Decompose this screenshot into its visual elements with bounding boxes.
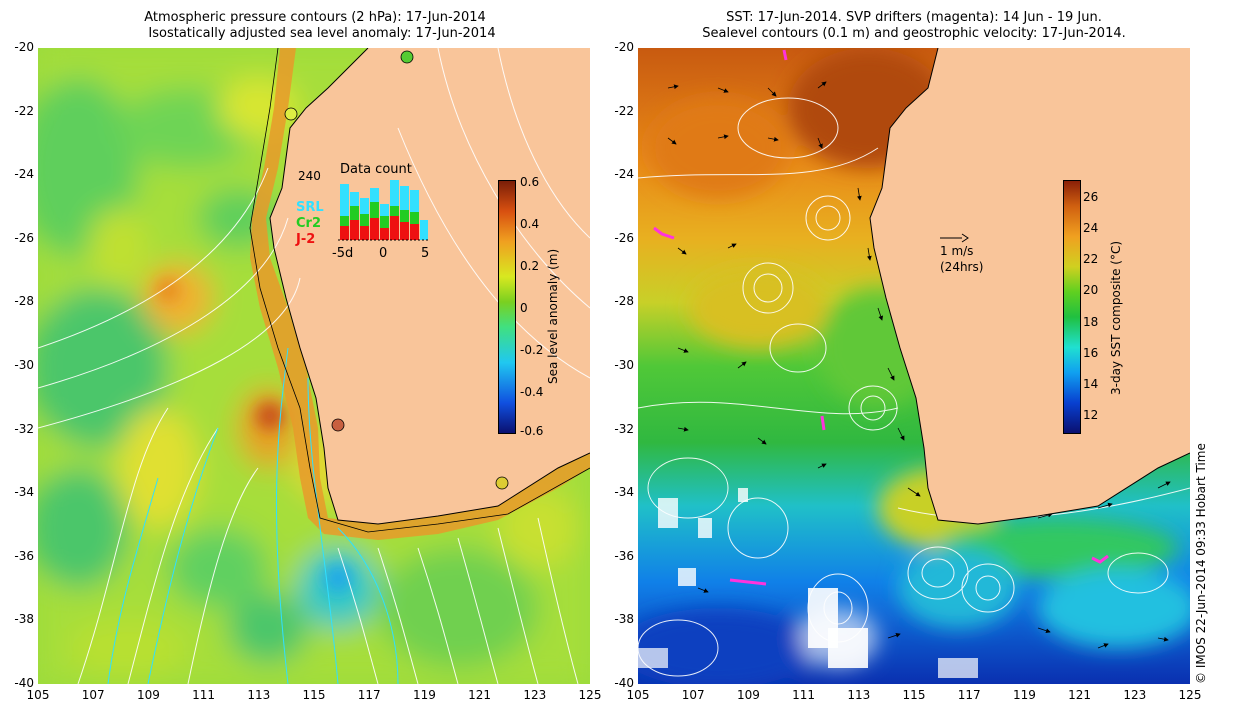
x-tick-label: 115 (902, 688, 926, 702)
pressure-contours (38, 48, 590, 684)
sla-colorbar (498, 180, 516, 434)
y-tick-label: -28 (614, 294, 634, 309)
y-tick-label: -38 (614, 612, 634, 627)
y-tick-label: -30 (614, 358, 634, 372)
velocity-scale-sublabel: (24hrs) (940, 260, 984, 274)
x-tick-label: 111 (792, 688, 816, 702)
sla-cbar-tick: 0.2 (520, 259, 540, 273)
y-tick-label: -32 (614, 421, 634, 436)
inset-xtick-1: 0 (379, 246, 388, 261)
y-tick-label: -22 (14, 103, 34, 118)
velocity-scale-label: 1 m/s (940, 244, 974, 258)
sst-cbar-tick: 18 (1083, 315, 1099, 329)
sst-cbar-tick: 22 (1083, 252, 1099, 266)
x-tick-label: 107 (681, 688, 705, 702)
sst-cbar-tick: 16 (1083, 346, 1099, 360)
inset-legend-srl: SRL (296, 200, 324, 215)
y-tick-label: -34 (614, 485, 634, 500)
x-tick-label: 111 (192, 688, 216, 702)
x-tick-label: 125 (1178, 688, 1202, 702)
x-tick-label: 109 (736, 688, 760, 702)
y-tick-label: -30 (14, 358, 34, 372)
x-tick-label: 119 (412, 688, 436, 702)
sla-cbar-tick: -0.4 (520, 385, 544, 399)
shelf-contour (249, 48, 590, 533)
sst-colorbar (1063, 180, 1081, 434)
svp-drifters (653, 49, 1109, 586)
y-tick-label: -22 (614, 103, 634, 118)
inset-xtick-2: 5 (421, 246, 430, 261)
y-tick-label: -36 (614, 548, 634, 563)
right-title-line2: Sealevel contours (0.1 m) and geostrophi… (702, 26, 1126, 41)
x-tick-label: 125 (578, 688, 602, 702)
y-tick-label: -38 (14, 612, 34, 627)
sst-cbar-label: 3-day SST composite (°C) (1109, 240, 1123, 395)
geostrophic-velocity-arrows (667, 81, 1171, 649)
station-marker[interactable] (284, 107, 298, 121)
coastline (869, 48, 1190, 525)
x-tick-label: 117 (357, 688, 381, 702)
histogram-bars (340, 180, 428, 240)
x-tick-label: 123 (1123, 688, 1147, 702)
inset-title: Data count (340, 162, 412, 177)
sst-map (638, 48, 1190, 684)
station-marker[interactable] (331, 418, 345, 432)
y-tick-label: -20 (614, 40, 634, 54)
left-title-line2: Isostatically adjusted sea level anomaly… (148, 26, 496, 41)
station-markers (284, 50, 509, 490)
sla-hotspots (156, 278, 352, 592)
y-tick-label: -40 (14, 676, 34, 690)
cyan-contours (107, 347, 399, 684)
left-title-line1: Atmospheric pressure contours (2 hPa): 1… (144, 10, 486, 25)
sst-cbar-tick: 20 (1083, 283, 1099, 297)
sla-cbar-tick: -0.2 (520, 343, 544, 357)
x-tick-label: 113 (847, 688, 871, 702)
inset-legend-cr2: Cr2 (296, 216, 321, 231)
y-tick-label: -40 (614, 676, 634, 690)
leeuwin-current-strip (250, 48, 590, 540)
x-tick-label: 107 (81, 688, 105, 702)
x-tick-label: 109 (136, 688, 160, 702)
sla-cbar-tick: 0.4 (520, 217, 540, 231)
y-tick-label: -24 (14, 167, 34, 182)
x-tick-label: 115 (302, 688, 326, 702)
x-tick-label: 119 (1012, 688, 1036, 702)
y-tick-label: -26 (14, 230, 34, 245)
sst-cbar-tick: 12 (1083, 408, 1099, 422)
x-tick-label: 123 (523, 688, 547, 702)
y-tick-label: -36 (14, 548, 34, 563)
y-tick-label: -32 (14, 421, 34, 436)
station-marker[interactable] (400, 50, 414, 64)
x-tick-label: 121 (468, 688, 492, 702)
x-tick-label: 105 (626, 688, 650, 702)
australia-landmass (870, 48, 1190, 524)
inset-legend-j2: J-2 (296, 232, 316, 247)
y-tick-label: -34 (14, 485, 34, 500)
sst-cbar-tick: 24 (1083, 221, 1099, 235)
sla-cbar-label: Sea level anomaly (m) (546, 248, 560, 384)
y-tick-label: -24 (614, 167, 634, 182)
y-tick-label: -28 (14, 294, 34, 309)
station-marker[interactable] (495, 476, 509, 490)
x-tick-label: 117 (957, 688, 981, 702)
sla-cbar-tick: 0.6 (520, 175, 540, 189)
x-tick-label: 121 (1068, 688, 1092, 702)
x-tick-label: 113 (247, 688, 271, 702)
inset-xtick-0: -5d (332, 246, 354, 261)
sst-cbar-tick: 26 (1083, 190, 1099, 204)
right-title-line1: SST: 17-Jun-2014. SVP drifters (magenta)… (726, 10, 1102, 25)
sst-map-svg (638, 48, 1190, 684)
y-tick-label: -20 (14, 40, 34, 54)
inset-max-label: 240 (298, 169, 321, 183)
x-tick-label: 105 (26, 688, 50, 702)
y-tick-label: -26 (614, 230, 634, 245)
sst-cbar-tick: 14 (1083, 377, 1099, 391)
sla-cbar-tick: 0 (520, 301, 528, 315)
data-count-histogram (338, 180, 430, 241)
velocity-scale-arrow (940, 233, 969, 243)
coastline (269, 48, 590, 525)
imos-credit: © IMOS 22-Jun-2014 09:33 Hobart Time (1194, 443, 1208, 684)
sla-cbar-tick: -0.6 (520, 424, 544, 438)
